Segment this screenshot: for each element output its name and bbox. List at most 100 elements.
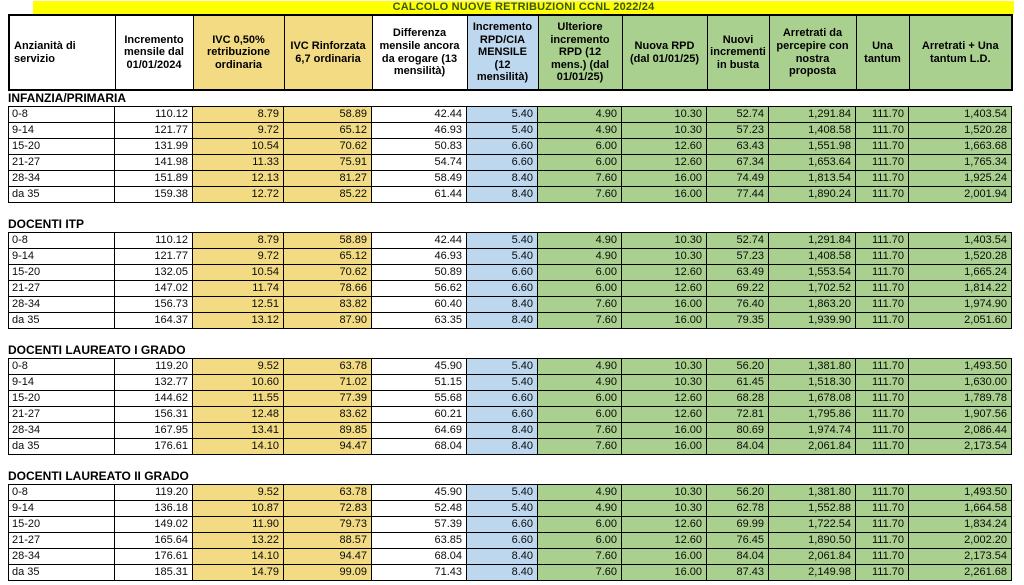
seniority-cell: 28-34 [8, 422, 115, 439]
value-cell: 8.40 [466, 186, 538, 203]
value-cell: 42.44 [371, 106, 467, 123]
value-cell: 76.45 [706, 532, 769, 549]
value-cell: 4.90 [537, 106, 622, 123]
value-cell: 2,061.84 [768, 548, 856, 565]
value-cell: 111.70 [855, 532, 909, 549]
value-cell: 1,789.78 [908, 390, 1012, 407]
value-cell: 8.79 [192, 106, 284, 123]
column-header-8: Nuova RPD (dal 01/01/25) [621, 14, 708, 91]
value-cell: 111.70 [855, 106, 909, 123]
value-cell: 60.40 [371, 296, 467, 313]
value-cell: 12.60 [621, 154, 707, 171]
value-cell: 79.73 [283, 516, 372, 533]
column-header-7: Ulteriore incremento RPD (12 mens.) (dal… [537, 14, 623, 91]
value-cell: 52.48 [371, 500, 467, 517]
value-cell: 110.12 [114, 232, 193, 249]
value-cell: 12.60 [621, 264, 707, 281]
section-title: INFANZIA/PRIMARIA [8, 91, 126, 105]
value-cell: 1,813.54 [768, 170, 856, 187]
value-cell: 1,408.58 [768, 248, 856, 265]
value-cell: 185.31 [114, 564, 193, 581]
value-cell: 2,086.44 [908, 422, 1012, 439]
table-row: 15-20 149.02 11.90 79.73 57.39 6.60 6.00 12.60 6… [8, 516, 1012, 533]
value-cell: 57.39 [371, 516, 467, 533]
value-cell: 132.05 [114, 264, 193, 281]
value-cell: 50.89 [371, 264, 467, 281]
value-cell: 1,814.22 [908, 280, 1012, 297]
value-cell: 1,553.54 [768, 264, 856, 281]
value-cell: 79.35 [706, 312, 769, 329]
value-cell: 1,664.58 [908, 500, 1012, 517]
value-cell: 5.40 [466, 122, 538, 139]
value-cell: 111.70 [855, 296, 909, 313]
value-cell: 54.74 [371, 154, 467, 171]
value-cell: 7.60 [537, 548, 622, 565]
value-cell: 1,518.30 [768, 374, 856, 391]
value-cell: 88.57 [283, 532, 372, 549]
value-cell: 1,939.90 [768, 312, 856, 329]
value-cell: 16.00 [621, 422, 707, 439]
value-cell: 176.61 [114, 548, 193, 565]
seniority-cell: 9-14 [8, 248, 115, 265]
value-cell: 1,907.56 [908, 406, 1012, 423]
seniority-cell: 9-14 [8, 500, 115, 517]
value-cell: 63.85 [371, 532, 467, 549]
value-cell: 12.72 [192, 186, 284, 203]
value-cell: 6.60 [466, 390, 538, 407]
value-cell: 56.20 [706, 358, 769, 375]
value-cell: 63.78 [283, 484, 372, 501]
value-cell: 1,520.28 [908, 248, 1012, 265]
value-cell: 5.40 [466, 500, 538, 517]
value-cell: 77.39 [283, 390, 372, 407]
value-cell: 75.91 [283, 154, 372, 171]
value-cell: 1,381.80 [768, 484, 856, 501]
value-cell: 1,630.00 [908, 374, 1012, 391]
value-cell: 10.30 [621, 106, 707, 123]
column-header-2: Incremento mensile dal 01/01/2024 [114, 14, 194, 91]
value-cell: 111.70 [855, 170, 909, 187]
table-row: 15-20 132.05 10.54 70.62 50.89 6.60 6.00 12.60 6… [8, 264, 1012, 281]
value-cell: 10.30 [621, 232, 707, 249]
seniority-cell: da 35 [8, 438, 115, 455]
column-header-4: IVC Rinforzata 6,7 ordinaria [283, 14, 373, 91]
column-header-3: IVC 0,50% retribuzione ordinaria [192, 14, 285, 91]
value-cell: 1,520.28 [908, 122, 1012, 139]
value-cell: 83.82 [283, 296, 372, 313]
value-cell: 111.70 [855, 312, 909, 329]
seniority-cell: 28-34 [8, 548, 115, 565]
value-cell: 61.45 [706, 374, 769, 391]
value-cell: 45.90 [371, 358, 467, 375]
value-cell: 6.60 [466, 406, 538, 423]
value-cell: 64.69 [371, 422, 467, 439]
value-cell: 8.40 [466, 548, 538, 565]
value-cell: 50.83 [371, 138, 467, 155]
value-cell: 111.70 [855, 358, 909, 375]
value-cell: 6.00 [537, 516, 622, 533]
table-row: 28-34 156.73 12.51 83.82 60.40 8.40 7.60 16.00 7… [8, 296, 1012, 313]
table-row: 15-20 131.99 10.54 70.62 50.83 6.60 6.00 12.60 6… [8, 138, 1012, 155]
value-cell: 12.60 [621, 516, 707, 533]
value-cell: 65.12 [283, 122, 372, 139]
value-cell: 7.60 [537, 170, 622, 187]
table-row: 15-20 144.62 11.55 77.39 55.68 6.60 6.00 12.60 6… [8, 390, 1012, 407]
value-cell: 12.13 [192, 170, 284, 187]
value-cell: 10.30 [621, 484, 707, 501]
value-cell: 72.83 [283, 500, 372, 517]
value-cell: 131.99 [114, 138, 193, 155]
value-cell: 6.00 [537, 138, 622, 155]
value-cell: 14.10 [192, 548, 284, 565]
table-row: 21-27 141.98 11.33 75.91 54.74 6.60 6.00 12.60 6… [8, 154, 1012, 171]
value-cell: 111.70 [855, 548, 909, 565]
value-cell: 11.55 [192, 390, 284, 407]
value-cell: 7.60 [537, 438, 622, 455]
value-cell: 6.60 [466, 154, 538, 171]
value-cell: 111.70 [855, 248, 909, 265]
column-header-9: Nuovi incrementi in busta [706, 14, 770, 91]
value-cell: 5.40 [466, 358, 538, 375]
value-cell: 58.89 [283, 232, 372, 249]
value-cell: 45.90 [371, 484, 467, 501]
value-cell: 63.78 [283, 358, 372, 375]
seniority-cell: 0-8 [8, 358, 115, 375]
value-cell: 94.47 [283, 438, 372, 455]
value-cell: 55.68 [371, 390, 467, 407]
